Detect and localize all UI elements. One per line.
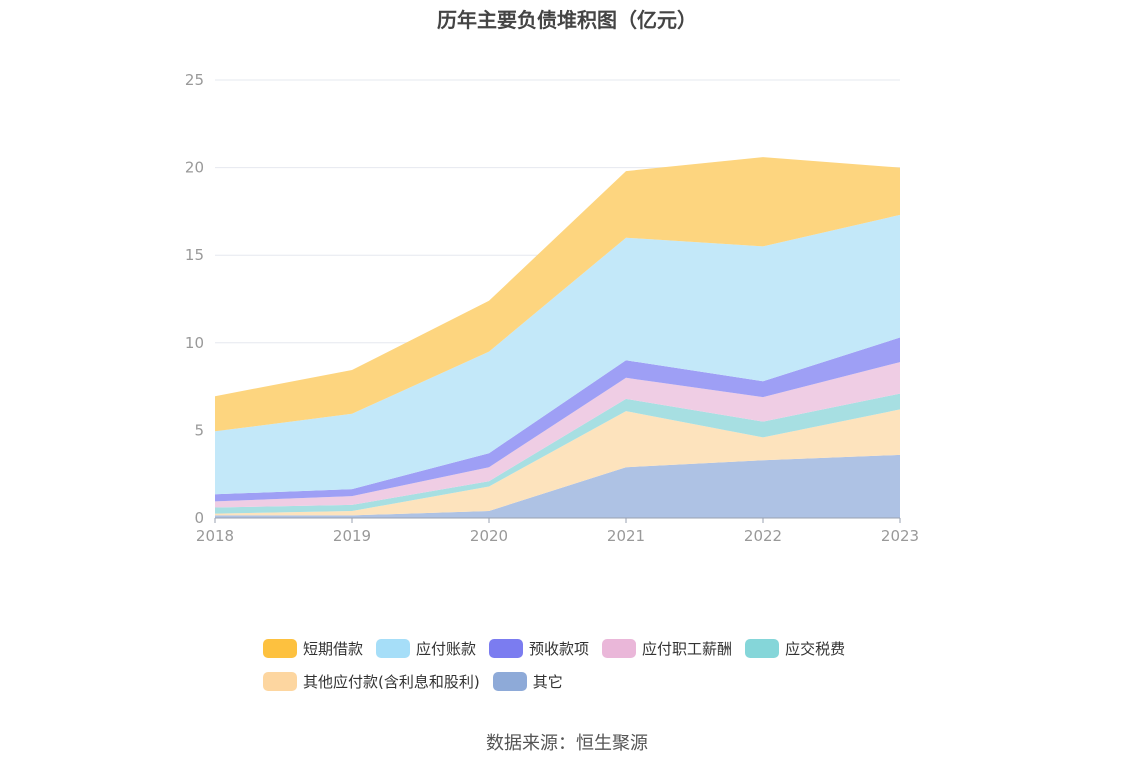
legend-item-other-payables[interactable]: 其他应付款(含利息和股利) (263, 671, 480, 692)
x-tick-label: 2022 (744, 527, 782, 545)
area-series-1 (215, 409, 900, 516)
y-tick-label: 10 (185, 334, 204, 352)
legend-label: 应付账款 (416, 640, 477, 658)
legend-label: 其它 (532, 673, 563, 691)
y-tick-label: 5 (194, 421, 204, 439)
area-series-group (215, 157, 900, 518)
area-series-5 (215, 214, 900, 495)
chart-title: 历年主要负债堆积图（亿元） (437, 8, 697, 32)
x-tick-label: 2021 (607, 527, 645, 545)
legend-swatch-advance-receipts (489, 639, 524, 658)
x-tick-label: 2020 (470, 527, 508, 545)
legend-row-2: 其他应付款(含利息和股利) 其它 (263, 665, 903, 698)
area-series-3 (215, 362, 900, 508)
area-series-0 (215, 454, 900, 518)
legend: 短期借款 应付账款 预收款项 应付职工薪酬 应交税费 其他应付款(含利息和股利)… (263, 632, 903, 698)
legend-item-payroll-payable[interactable]: 应付职工薪酬 (602, 638, 732, 659)
legend-label: 其他应付款(含利息和股利) (303, 673, 480, 691)
legend-swatch-accounts-payable (376, 639, 411, 658)
legend-label: 应付职工薪酬 (642, 640, 733, 658)
legend-label: 预收款项 (529, 640, 590, 658)
area-series-2 (215, 393, 900, 514)
legend-swatch-others (492, 672, 527, 691)
legend-swatch-other-payables (263, 672, 297, 691)
legend-swatch-taxes-payable (745, 639, 780, 658)
y-tick-label: 20 (185, 159, 204, 177)
legend-item-short-term-borrowing[interactable]: 短期借款 (263, 638, 363, 659)
legend-item-advance-receipts[interactable]: 预收款项 (489, 638, 589, 659)
source-note: 数据来源：恒生聚源 (486, 733, 648, 754)
area-series-6 (215, 157, 900, 432)
legend-item-taxes-payable[interactable]: 应交税费 (745, 638, 845, 659)
legend-item-others[interactable]: 其它 (492, 671, 563, 692)
y-tick-label: 0 (194, 509, 204, 527)
legend-item-accounts-payable[interactable]: 应付账款 (376, 638, 476, 659)
x-tick-label: 2018 (196, 527, 234, 545)
legend-row-1: 短期借款 应付账款 预收款项 应付职工薪酬 应交税费 (263, 632, 903, 665)
chart-plot: 0 5 10 15 20 25 2018 2019 2020 2021 2022 2023 (185, 71, 919, 545)
y-tick-label: 15 (185, 246, 204, 264)
legend-swatch-payroll-payable (602, 639, 637, 658)
y-tick-label: 25 (185, 71, 204, 89)
legend-swatch-short-term-borrowing (263, 639, 297, 658)
legend-label: 应交税费 (785, 640, 846, 658)
legend-label: 短期借款 (303, 640, 364, 658)
area-series-4 (215, 337, 900, 502)
x-tick-label: 2023 (881, 527, 919, 545)
x-tick-label: 2019 (333, 527, 371, 545)
axes: 0 5 10 15 20 25 2018 2019 2020 2021 2022 2023 (185, 71, 919, 545)
